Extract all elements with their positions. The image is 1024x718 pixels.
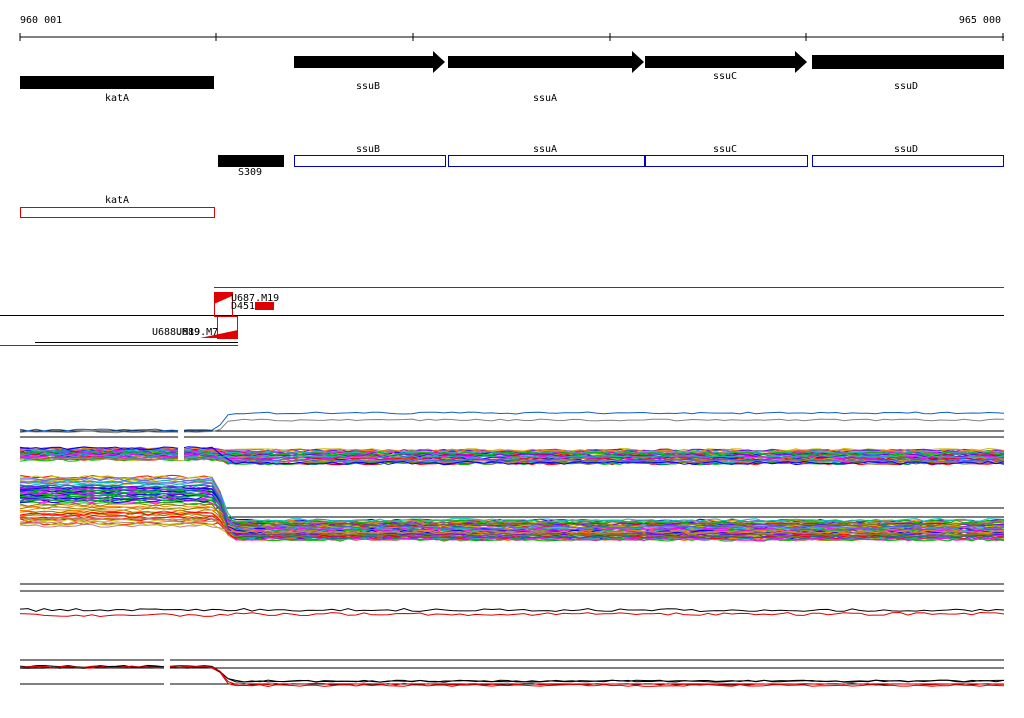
feature-label: U687.M19: [231, 293, 279, 304]
annotation-box: [448, 155, 645, 167]
annotation-label: ssuB: [356, 144, 380, 155]
track-line: [19, 512, 1005, 525]
track-line: [19, 665, 1004, 683]
annotation-box: [812, 155, 1004, 167]
track-line: [19, 477, 1005, 530]
gene-ssuD: [812, 55, 1004, 69]
gene-ssuA: [448, 51, 644, 73]
gene-label: ssuD: [894, 81, 918, 92]
track-line: [19, 506, 1005, 527]
feature-label: U689.M7: [176, 327, 218, 338]
track-line: [19, 503, 1005, 534]
annotation-label: katA: [105, 195, 129, 206]
feature-label: U688.M19: [152, 327, 200, 338]
gene-label: ssuA: [533, 93, 557, 104]
track-line: [19, 611, 1005, 618]
annotation-box: [645, 155, 808, 167]
track-line: [19, 411, 1005, 432]
expression-tracks: [19, 411, 1005, 690]
track-line: [178, 426, 184, 460]
annotation-label: ssuD: [894, 144, 918, 155]
track-line: [19, 491, 1005, 533]
feature-mark: [200, 330, 238, 338]
ruler: [19, 33, 1004, 41]
annotation-box: [20, 207, 215, 218]
gene-label: ssuC: [713, 71, 737, 82]
annotation-label: ssuA: [533, 144, 557, 155]
gene-ssuB: [294, 51, 445, 73]
track-line: [19, 494, 1005, 542]
track-line: [19, 514, 1005, 529]
track-line: [19, 479, 1005, 523]
track-line: [19, 517, 1005, 535]
track-line: [19, 665, 1005, 688]
feature-mark: [217, 316, 238, 339]
feature-mark: [255, 302, 274, 310]
track-line: [19, 484, 1005, 540]
gene-label: katA: [105, 93, 129, 104]
track-line: [19, 502, 1005, 538]
gene-ssuC: [645, 51, 807, 73]
track-line: [19, 607, 1005, 613]
gene-label: ssuB: [356, 81, 380, 92]
track-line: [19, 665, 1005, 686]
annotation-label: S309: [238, 167, 262, 178]
track-line: [164, 656, 170, 690]
annotation-box: [218, 155, 284, 167]
feature-mark: [214, 292, 232, 304]
ruler-start: 960 001: [20, 15, 62, 26]
track-line: [19, 488, 1005, 524]
feature-label: D451: [231, 301, 255, 312]
annotation-label: ssuC: [713, 144, 737, 155]
ruler-end: 965 000: [959, 15, 1001, 26]
gene-katA: [20, 76, 214, 89]
annotation-box: [294, 155, 446, 167]
